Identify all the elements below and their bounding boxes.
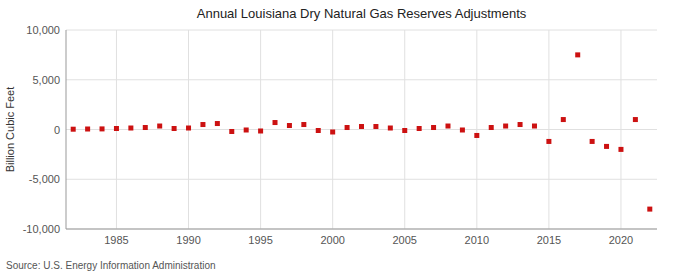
point	[388, 126, 393, 131]
point	[128, 126, 133, 131]
point	[460, 127, 465, 132]
point	[114, 126, 119, 131]
point	[359, 124, 364, 129]
point	[273, 120, 278, 125]
x-tick-label: 2010	[465, 234, 489, 246]
point	[561, 117, 566, 122]
point	[345, 125, 350, 130]
point	[618, 147, 623, 152]
y-tick-label: 10,000	[26, 24, 60, 36]
point	[590, 139, 595, 144]
point	[100, 126, 105, 131]
title: Annual Louisiana Dry Natural Gas Reserve…	[197, 6, 527, 21]
point	[287, 123, 292, 128]
chart: Annual Louisiana Dry Natural Gas Reserve…	[0, 0, 675, 275]
point	[143, 125, 148, 130]
y-axis-line	[66, 30, 67, 229]
point	[316, 128, 321, 133]
point	[647, 207, 652, 212]
point	[85, 127, 90, 132]
point	[633, 117, 638, 122]
point	[575, 52, 580, 57]
grid-line	[66, 79, 657, 80]
x-tick-label: 1990	[176, 234, 200, 246]
x-tick-label: 2015	[537, 234, 561, 246]
point	[244, 127, 249, 132]
point	[71, 127, 76, 132]
grid	[66, 30, 657, 229]
y-tick-label: 0	[54, 124, 60, 136]
grid-line	[66, 179, 657, 180]
background	[0, 0, 675, 275]
grid-line	[66, 30, 657, 31]
point	[445, 124, 450, 129]
point	[546, 139, 551, 144]
grid-line	[66, 229, 657, 230]
tick-labels: 1985 1990 1995 2000 2005 2010 2015 2020 -10,000 -…	[23, 24, 634, 246]
point	[474, 133, 479, 138]
point	[229, 129, 234, 134]
y-tick-label: -5,000	[29, 173, 60, 185]
point	[503, 124, 508, 129]
x-tick-label: 1995	[248, 234, 272, 246]
point	[489, 125, 494, 130]
point	[215, 121, 220, 126]
point	[417, 126, 422, 131]
point	[258, 128, 263, 133]
y-axis-label: Billion Cubic Feet	[4, 87, 16, 173]
point	[172, 126, 177, 131]
y-tick-label: -10,000	[23, 223, 60, 235]
points	[71, 52, 653, 211]
point	[200, 122, 205, 127]
grid-line	[66, 129, 657, 130]
point	[604, 144, 609, 149]
x-tick-label: 2020	[609, 234, 633, 246]
x-tick-label: 2005	[393, 234, 417, 246]
point	[518, 122, 523, 127]
point	[373, 124, 378, 129]
point	[157, 124, 162, 129]
point	[301, 122, 306, 127]
point	[532, 124, 537, 129]
x-axis-line	[66, 229, 657, 230]
y-tick-label: 5,000	[32, 74, 60, 86]
point	[402, 128, 407, 133]
x-tick-label: 2000	[320, 234, 344, 246]
point	[330, 129, 335, 134]
x-tick-label: 1985	[104, 234, 128, 246]
point	[186, 126, 191, 131]
point	[431, 125, 436, 130]
source-note: Source: U.S. Energy Information Administ…	[6, 260, 216, 271]
